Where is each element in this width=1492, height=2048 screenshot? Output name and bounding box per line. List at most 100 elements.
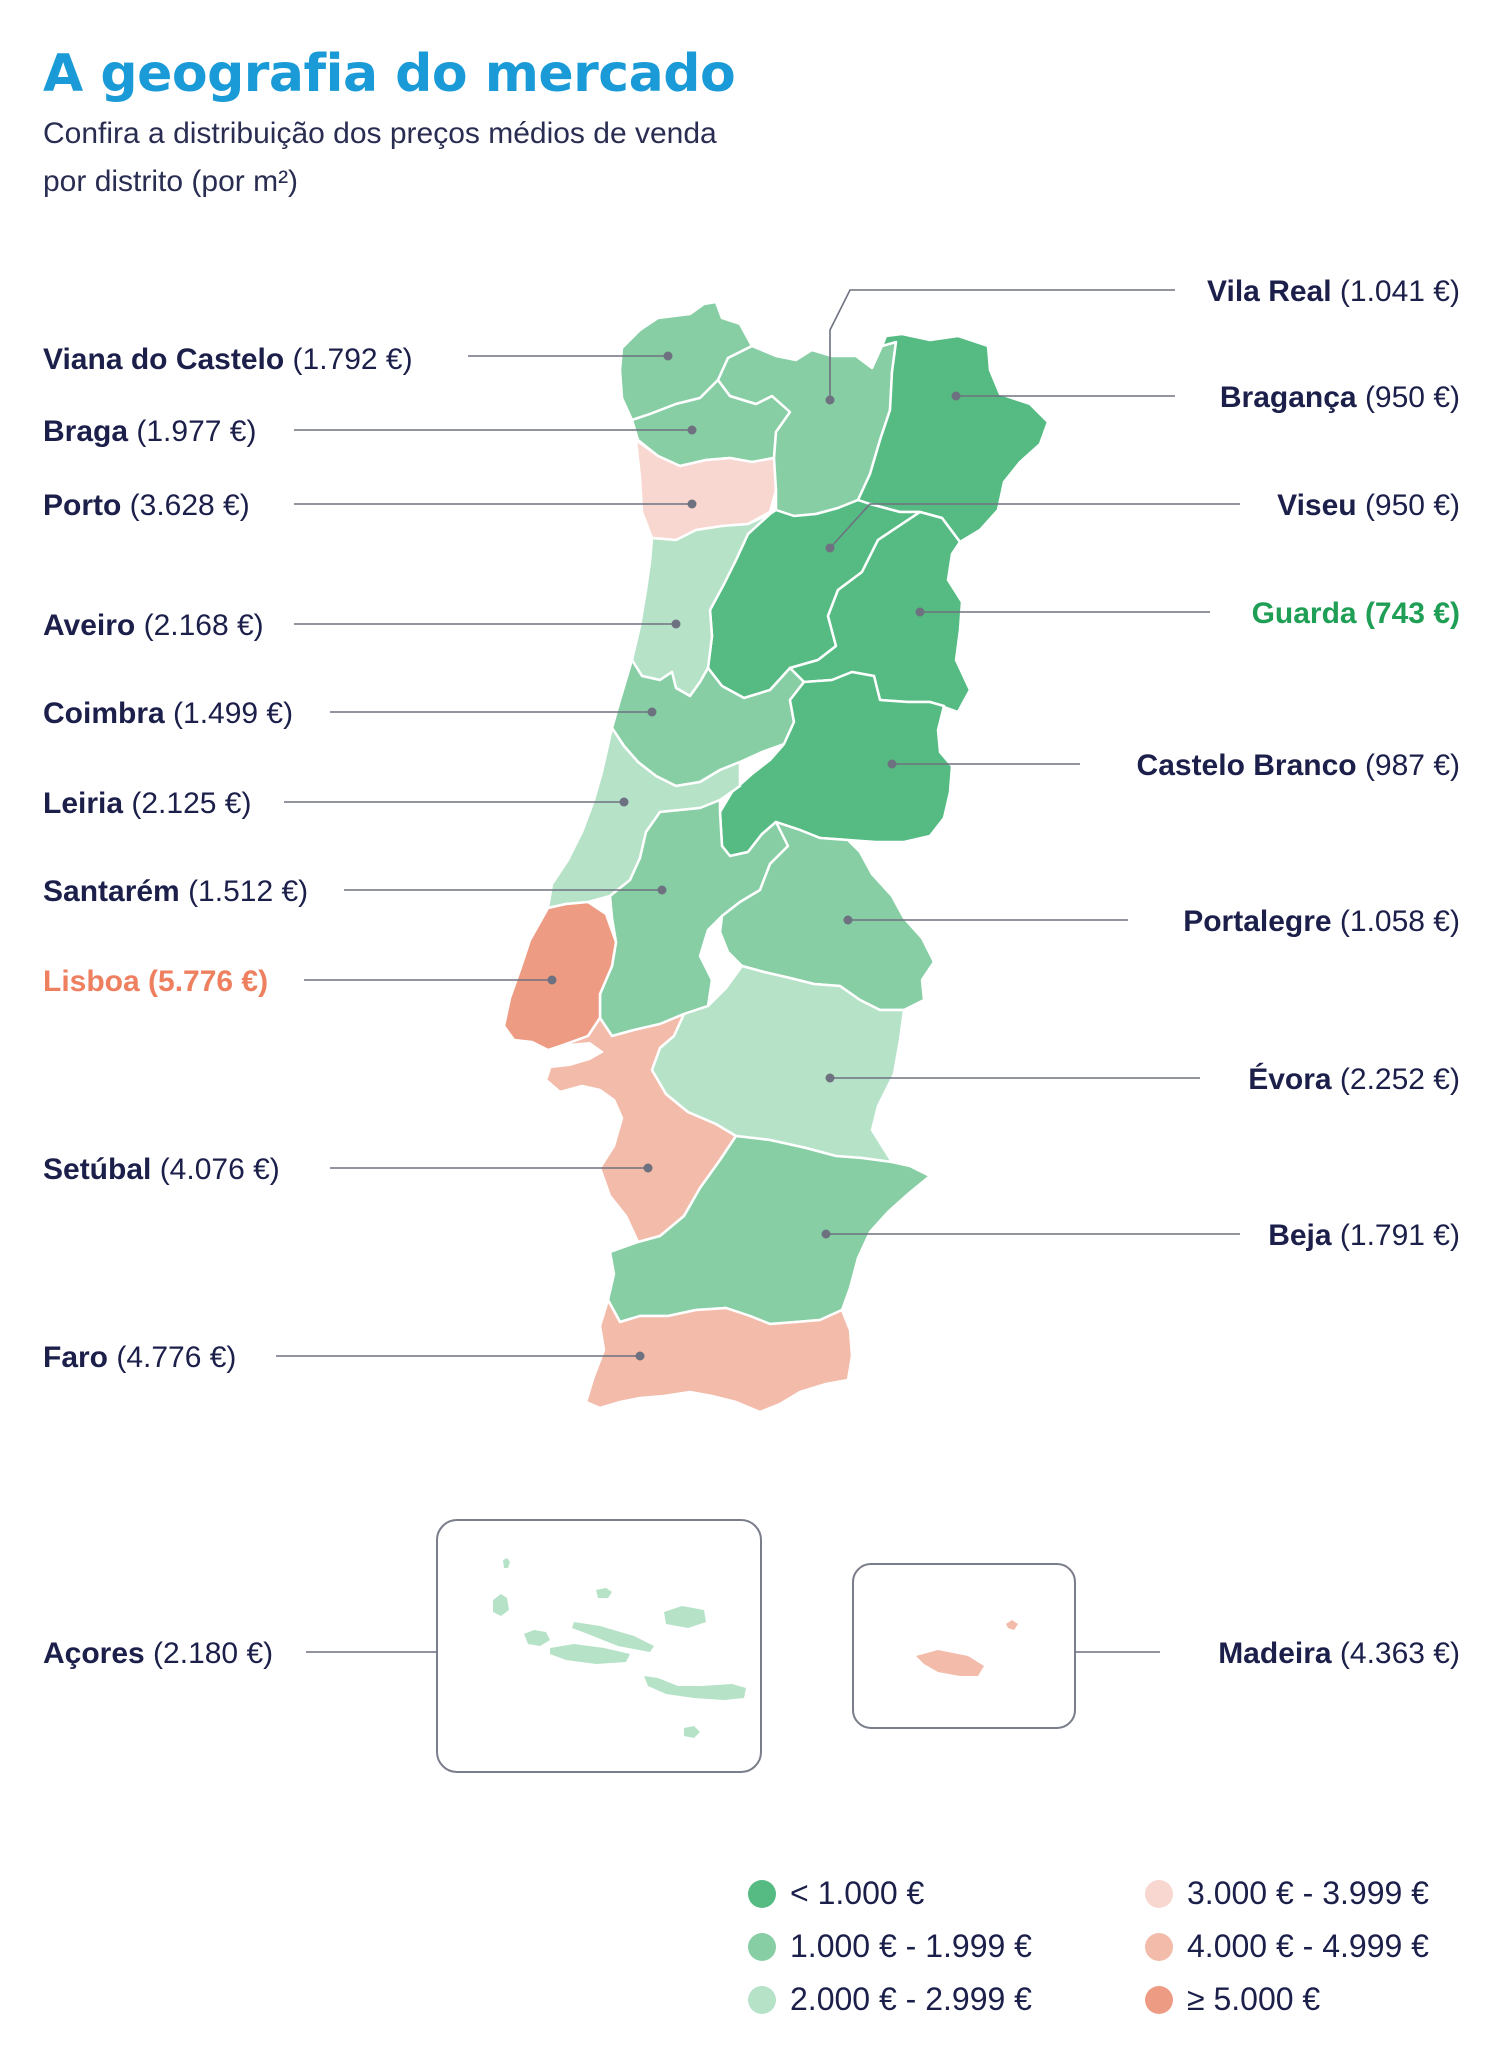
legend-item: 2.000 € - 2.999 € [748, 1981, 1032, 2018]
district-price: (987 €) [1357, 749, 1460, 782]
label-aveiro: Aveiro (2.168 €) [43, 609, 264, 642]
island-graciosa [596, 1588, 612, 1598]
leader-dot-leiria [619, 797, 629, 807]
leader-dot-portalegre [843, 915, 853, 925]
legend-label: 2.000 € - 2.999 € [790, 1981, 1032, 2017]
region-faro[interactable] [584, 1298, 854, 1414]
region-acores[interactable] [493, 1558, 746, 1738]
district-price: (1.041 €) [1332, 275, 1460, 308]
district-price: (1.791 €) [1332, 1219, 1460, 1252]
label-braga: Braga (1.977 €) [43, 415, 256, 448]
legend-item: 3.000 € - 3.999 € [1145, 1875, 1429, 1912]
label-leiria: Leiria (2.125 €) [43, 787, 251, 820]
legend-swatch [1145, 1879, 1173, 1908]
island-pico [550, 1644, 630, 1664]
district-name: Setúbal [43, 1153, 151, 1186]
azores-inset-box [436, 1519, 762, 1773]
district-name: Lisboa [43, 965, 140, 998]
leader-dot-beja [821, 1229, 831, 1239]
leader-dot-castelo-branco [887, 759, 897, 769]
legend-label: ≥ 5.000 € [1187, 1981, 1321, 2017]
label-castelo-branco: Castelo Branco (987 €) [1137, 749, 1460, 782]
district-name: Braga [43, 415, 128, 448]
district-price: (5.776 €) [140, 965, 268, 998]
leader-dot-vila-real [825, 395, 835, 405]
leader-dot-lisboa [547, 975, 557, 985]
leader-dot-braganca [951, 391, 961, 401]
label-faro: Faro (4.776 €) [43, 1341, 236, 1374]
label-setubal: Setúbal (4.076 €) [43, 1153, 280, 1186]
leader-dot-viana-do-castelo [663, 351, 673, 361]
district-price: (743 €) [1357, 597, 1460, 630]
legend-label: < 1.000 € [790, 1875, 925, 1911]
legend-swatch [748, 1932, 776, 1961]
label-madeira: Madeira (4.363 €) [1218, 1637, 1460, 1670]
region-santarem[interactable] [598, 798, 802, 1038]
label-beja: Beja (1.791 €) [1268, 1219, 1460, 1252]
leader-dot-guarda [915, 607, 925, 617]
district-name: Beja [1268, 1219, 1332, 1252]
leader-lines [276, 289, 1240, 1653]
leader-dot-coimbra [647, 707, 657, 717]
label-lisboa: Lisboa (5.776 €) [43, 965, 268, 998]
region-castelo-branco[interactable] [718, 670, 954, 858]
region-madeira[interactable] [916, 1620, 1018, 1676]
district-name: Açores [43, 1637, 145, 1670]
district-name: Castelo Branco [1137, 749, 1357, 782]
leader-dot-faro [635, 1351, 645, 1361]
island-madeira [916, 1650, 984, 1676]
island-corvo [493, 1594, 509, 1616]
district-price: (1.499 €) [165, 697, 293, 730]
leader-dot-evora [825, 1073, 835, 1083]
district-name: Aveiro [43, 609, 135, 642]
page-subtitle: Confira a distribuição dos preços médios… [43, 117, 717, 198]
district-name: Bragança [1220, 381, 1357, 414]
district-price: (2.168 €) [135, 609, 263, 642]
district-price: (1.977 €) [128, 415, 256, 448]
label-braganca: Bragança (950 €) [1220, 381, 1460, 414]
label-viana-do-castelo: Viana do Castelo (1.792 €) [43, 343, 413, 376]
madeira-inset-box [852, 1563, 1076, 1729]
legend-item: 1.000 € - 1.999 € [748, 1928, 1032, 1965]
district-name: Viseu [1277, 489, 1357, 522]
district-name: Faro [43, 1341, 108, 1374]
district-name: Leiria [43, 787, 123, 820]
island-sao-jorge [572, 1622, 654, 1652]
district-price: (1.512 €) [180, 875, 308, 908]
legend-swatch [1145, 1932, 1173, 1961]
island-faial [524, 1630, 550, 1646]
label-coimbra: Coimbra (1.499 €) [43, 697, 293, 730]
label-acores: Açores (2.180 €) [43, 1637, 273, 1670]
district-price: (4.363 €) [1332, 1637, 1460, 1670]
district-name: Portalegre [1183, 905, 1331, 938]
district-price: (3.628 €) [121, 489, 249, 522]
district-name: Madeira [1218, 1637, 1332, 1670]
legend-item: < 1.000 € [748, 1875, 924, 1912]
leader-dot-porto [687, 499, 697, 509]
region-evora[interactable] [650, 964, 906, 1164]
district-name: Santarém [43, 875, 180, 908]
label-santarem: Santarém (1.512 €) [43, 875, 308, 908]
district-price: (2.125 €) [123, 787, 251, 820]
district-price: (1.792 €) [284, 343, 412, 376]
tagus-estuary [540, 1042, 604, 1068]
district-name: Viana do Castelo [43, 343, 284, 376]
district-price: (950 €) [1357, 489, 1460, 522]
label-porto: Porto (3.628 €) [43, 489, 250, 522]
leader-dot-braga [687, 425, 697, 435]
district-name: Évora [1248, 1062, 1332, 1096]
label-vila-real: Vila Real (1.041 €) [1207, 275, 1460, 308]
district-price: (2.180 €) [145, 1637, 273, 1670]
label-viseu: Viseu (950 €) [1277, 489, 1460, 522]
page-title: A geografia do mercado [43, 44, 736, 104]
region-braganca[interactable] [856, 332, 1050, 544]
region-porto[interactable] [634, 438, 778, 542]
leader-dot-aveiro [671, 619, 681, 629]
label-evora: Évora (2.252 €) [1248, 1062, 1460, 1096]
label-guarda: Guarda (743 €) [1252, 597, 1460, 630]
legend-swatch [748, 1985, 776, 2014]
district-name: Guarda [1252, 597, 1357, 630]
district-price: (1.058 €) [1332, 905, 1460, 938]
district-name: Vila Real [1207, 275, 1332, 308]
